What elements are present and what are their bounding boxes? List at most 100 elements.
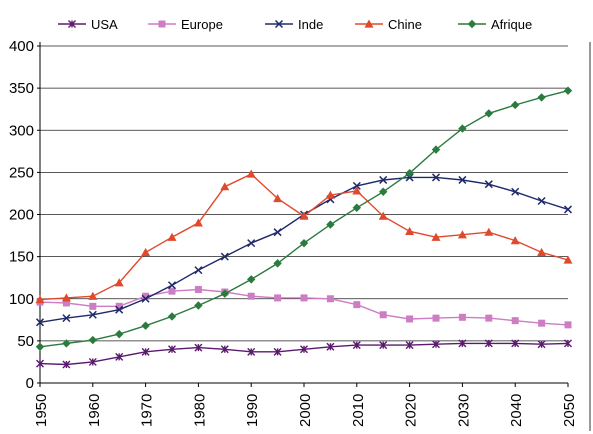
x-tick-label-1980: 1980 xyxy=(191,394,208,427)
data-point-usa-1985 xyxy=(220,345,229,354)
data-point-europe-2020 xyxy=(406,315,414,323)
data-point-inde-2040 xyxy=(511,187,520,196)
x-tick-label-1950: 1950 xyxy=(33,394,50,427)
x-tick-label-2000: 2000 xyxy=(297,394,314,427)
series-layer xyxy=(35,86,573,369)
data-point-afrique-2040 xyxy=(511,100,520,110)
gridlines xyxy=(40,45,568,342)
data-point-afrique-2050 xyxy=(563,86,573,95)
data-point-inde-2035 xyxy=(484,180,493,189)
legend-marker-europe xyxy=(158,20,166,28)
data-point-afrique-1975 xyxy=(167,312,177,321)
data-point-inde-2030 xyxy=(458,175,467,184)
data-point-chine-2020 xyxy=(405,226,415,235)
data-point-usa-2010 xyxy=(352,341,361,350)
data-point-inde-1975 xyxy=(167,281,177,290)
legend-label-afrique: Afrique xyxy=(491,17,532,32)
y-tick-label-150: 150 xyxy=(9,249,34,266)
data-point-usa-1955 xyxy=(62,360,71,369)
data-point-chine-1950 xyxy=(35,295,45,304)
data-point-europe-2010 xyxy=(353,301,361,309)
data-point-chine-1970 xyxy=(141,247,151,257)
data-point-chine-2000 xyxy=(299,211,309,220)
data-point-europe-2030 xyxy=(458,313,466,321)
x-tick-label-1970: 1970 xyxy=(139,394,156,427)
data-point-afrique-2010 xyxy=(352,203,361,212)
data-point-chine-2030 xyxy=(457,230,467,239)
data-point-usa-1950 xyxy=(36,359,44,368)
data-point-inde-1960 xyxy=(88,310,97,319)
x-tick-labels: 1950 1960 1970 1980 1990 2000 2010 2020 2030 2040… xyxy=(33,383,578,427)
data-point-inde-1995 xyxy=(273,228,282,237)
data-point-chine-1980 xyxy=(193,218,203,227)
legend-marker-usa xyxy=(68,20,76,28)
x-tick-label-2040: 2040 xyxy=(508,394,525,427)
legend-item-usa: USA xyxy=(58,17,118,32)
data-point-chine-2025 xyxy=(431,232,441,241)
series-afrique xyxy=(35,86,573,351)
data-point-europe-2000 xyxy=(300,294,308,302)
data-point-chine-2045 xyxy=(537,247,547,257)
data-point-afrique-1985 xyxy=(220,289,229,298)
legend-marker-afrique xyxy=(467,19,477,29)
x-tick-label-1960: 1960 xyxy=(86,394,103,427)
data-point-usa-2040 xyxy=(511,339,520,348)
data-point-inde-1970 xyxy=(141,294,150,303)
data-point-inde-1965 xyxy=(115,305,124,314)
data-point-europe-1960 xyxy=(89,302,97,310)
legend-item-chine: Chine xyxy=(355,17,422,32)
data-point-europe-1975 xyxy=(168,287,176,295)
data-point-europe-2040 xyxy=(511,317,519,325)
y-tick-label-200: 200 xyxy=(9,207,34,224)
data-point-europe-1970 xyxy=(142,292,150,300)
data-point-usa-1975 xyxy=(168,345,176,354)
data-point-chine-2035 xyxy=(484,227,494,236)
data-point-usa-2000 xyxy=(300,345,308,354)
legend-label-chine: Chine xyxy=(388,17,422,32)
data-point-chine-2010 xyxy=(352,186,362,195)
data-point-chine-1975 xyxy=(167,232,177,241)
data-point-usa-1970 xyxy=(141,347,150,356)
data-point-inde-2010 xyxy=(352,181,361,190)
data-point-inde-1950 xyxy=(35,318,45,327)
data-point-inde-2015 xyxy=(379,175,388,184)
legend-item-inde: Inde xyxy=(265,17,323,32)
y-tick-label-300: 300 xyxy=(9,122,34,139)
data-point-afrique-1980 xyxy=(194,301,203,310)
data-point-afrique-2000 xyxy=(299,238,309,248)
y-tick-label-250: 250 xyxy=(9,164,34,181)
series-inde xyxy=(35,173,573,327)
data-point-chine-1985 xyxy=(220,182,230,191)
data-point-afrique-2030 xyxy=(458,124,467,133)
data-point-inde-1990 xyxy=(247,239,256,248)
data-point-inde-2050 xyxy=(563,205,573,214)
series-usa xyxy=(36,339,572,369)
y-tick-label-350: 350 xyxy=(9,80,34,97)
data-point-usa-2020 xyxy=(405,341,414,350)
data-point-chine-2040 xyxy=(510,236,520,245)
data-point-europe-1990 xyxy=(247,292,255,300)
data-point-chine-2015 xyxy=(378,211,388,220)
data-point-afrique-2005 xyxy=(326,220,335,229)
data-point-chine-1990 xyxy=(246,169,256,178)
data-point-afrique-1995 xyxy=(273,259,282,268)
data-point-usa-1990 xyxy=(247,347,256,356)
data-point-afrique-2015 xyxy=(379,187,388,196)
y-tick-label-100: 100 xyxy=(9,291,34,308)
data-point-europe-1980 xyxy=(194,285,202,293)
data-point-afrique-2020 xyxy=(405,169,414,178)
data-point-afrique-1950 xyxy=(35,342,45,351)
y-tick-label-0: 0 xyxy=(26,375,34,392)
x-tick-label-1990: 1990 xyxy=(244,394,261,427)
legend-label-europe: Europe xyxy=(181,17,223,32)
y-tick-labels: 0 50 100 150 200 250 300 350 400 xyxy=(9,38,40,392)
data-point-afrique-1955 xyxy=(62,339,71,348)
data-point-chine-2050 xyxy=(563,255,573,264)
data-point-europe-2050 xyxy=(564,321,572,329)
data-point-usa-2015 xyxy=(379,341,388,350)
legend-marker-inde xyxy=(274,19,284,29)
data-point-afrique-1990 xyxy=(247,275,256,284)
data-point-usa-2030 xyxy=(458,339,467,348)
data-point-afrique-1965 xyxy=(115,329,124,339)
data-point-europe-1965 xyxy=(115,302,123,310)
